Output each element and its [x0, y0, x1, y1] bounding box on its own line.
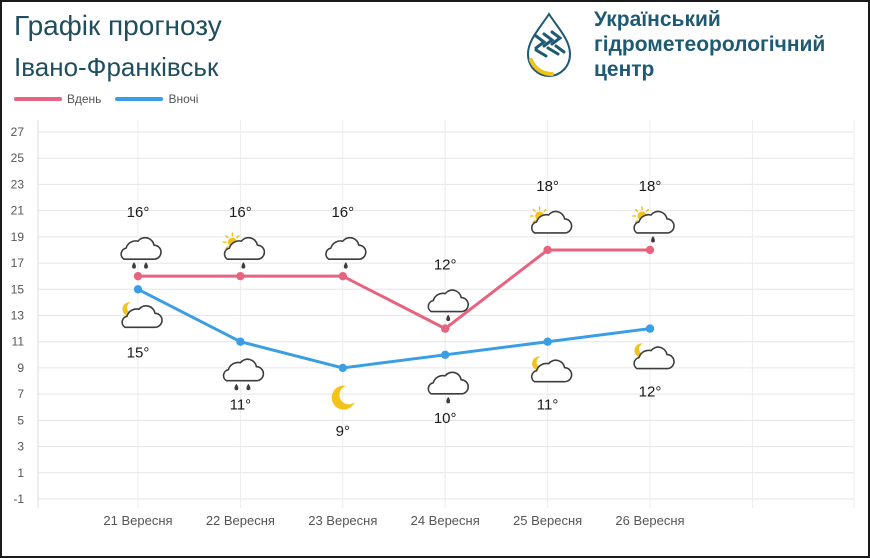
water-drop-logo-icon [526, 12, 572, 78]
org-line-1: Український [594, 8, 721, 31]
data-label: 18° [639, 178, 662, 195]
y-tick-label: 25 [11, 151, 25, 165]
legend-item-night[interactable]: Вночі [115, 92, 198, 106]
y-tick-label: 7 [17, 387, 24, 401]
x-tick-label: 25 Вересня [513, 513, 582, 528]
cloud-light-rain-icon [427, 371, 469, 404]
data-label: 11° [230, 397, 252, 414]
night-cloudy-icon [121, 302, 163, 329]
org-line-3: центр [594, 58, 655, 81]
series-line-night [137, 287, 651, 370]
x-tick-label: 26 Вересня [615, 513, 684, 528]
partly-cloudy-rain-icon [222, 232, 266, 269]
y-tick-label: 15 [11, 282, 25, 296]
partly-cloudy-rain-icon [632, 206, 675, 243]
y-tick-label: 23 [11, 177, 25, 191]
org-line-2: гідрометеорологічний [594, 33, 826, 56]
data-point [441, 324, 450, 333]
legend-swatch-day [14, 97, 62, 101]
y-tick-label: -1 [13, 492, 24, 506]
y-tick-label: 1 [17, 466, 24, 480]
x-tick-label: 24 Вересня [411, 513, 480, 528]
data-point [236, 337, 245, 346]
data-point [645, 324, 655, 333]
partly-cloudy-icon [529, 206, 573, 234]
cloud-light-rain-icon [427, 289, 469, 322]
data-label: 12° [639, 384, 662, 401]
data-label: 10° [434, 410, 457, 427]
night-cloudy-icon [633, 343, 675, 370]
data-label: 11° [537, 397, 559, 414]
legend-swatch-night [115, 97, 164, 101]
data-point [543, 245, 552, 255]
x-tick-label: 21 Вересня [103, 513, 172, 528]
y-tick-label: 3 [17, 440, 24, 454]
city-name: Івано-Франківськ [14, 52, 219, 82]
y-tick-label: 17 [11, 256, 25, 270]
data-point [441, 350, 450, 360]
y-tick-label: 5 [17, 413, 24, 427]
y-tick-label: 27 [11, 125, 25, 139]
data-label: 16° [331, 204, 354, 221]
data-point [338, 363, 347, 373]
legend-item-day[interactable]: Вдень [14, 92, 101, 106]
chart-legend: Вдень Вночі [14, 92, 198, 106]
data-point [236, 271, 245, 281]
y-tick-label: 11 [12, 335, 25, 349]
data-label: 16° [229, 204, 252, 221]
legend-label-night: Вночі [168, 92, 199, 106]
y-tick-label: 13 [11, 309, 25, 323]
legend-label-day: Вдень [67, 92, 102, 106]
y-tick-label: 21 [11, 204, 25, 218]
x-tick-label: 23 Вересня [308, 513, 377, 528]
night-cloudy-icon [530, 356, 573, 383]
x-tick-label: 22 Вересня [206, 513, 275, 528]
y-tick-label: 9 [17, 361, 24, 375]
data-point [133, 285, 143, 294]
data-label: 16° [127, 204, 150, 221]
data-point [133, 271, 143, 281]
data-label: 15° [127, 344, 150, 361]
moon-icon [331, 385, 355, 410]
organization-name: Український гідрометеорологічний центр [594, 7, 825, 82]
cloud-light-rain-icon [325, 236, 367, 269]
series-line-day [138, 248, 650, 331]
data-point [543, 337, 552, 346]
data-label: 18° [536, 178, 559, 195]
data-point [338, 271, 347, 281]
cloud-rain-icon [120, 236, 162, 269]
data-point [645, 245, 655, 255]
data-label: 12° [434, 257, 457, 274]
cloud-rain-icon [222, 358, 265, 391]
page-title: Графік прогнозу [14, 10, 222, 41]
data-label: 9° [336, 423, 350, 440]
y-tick-label: 19 [11, 230, 25, 244]
